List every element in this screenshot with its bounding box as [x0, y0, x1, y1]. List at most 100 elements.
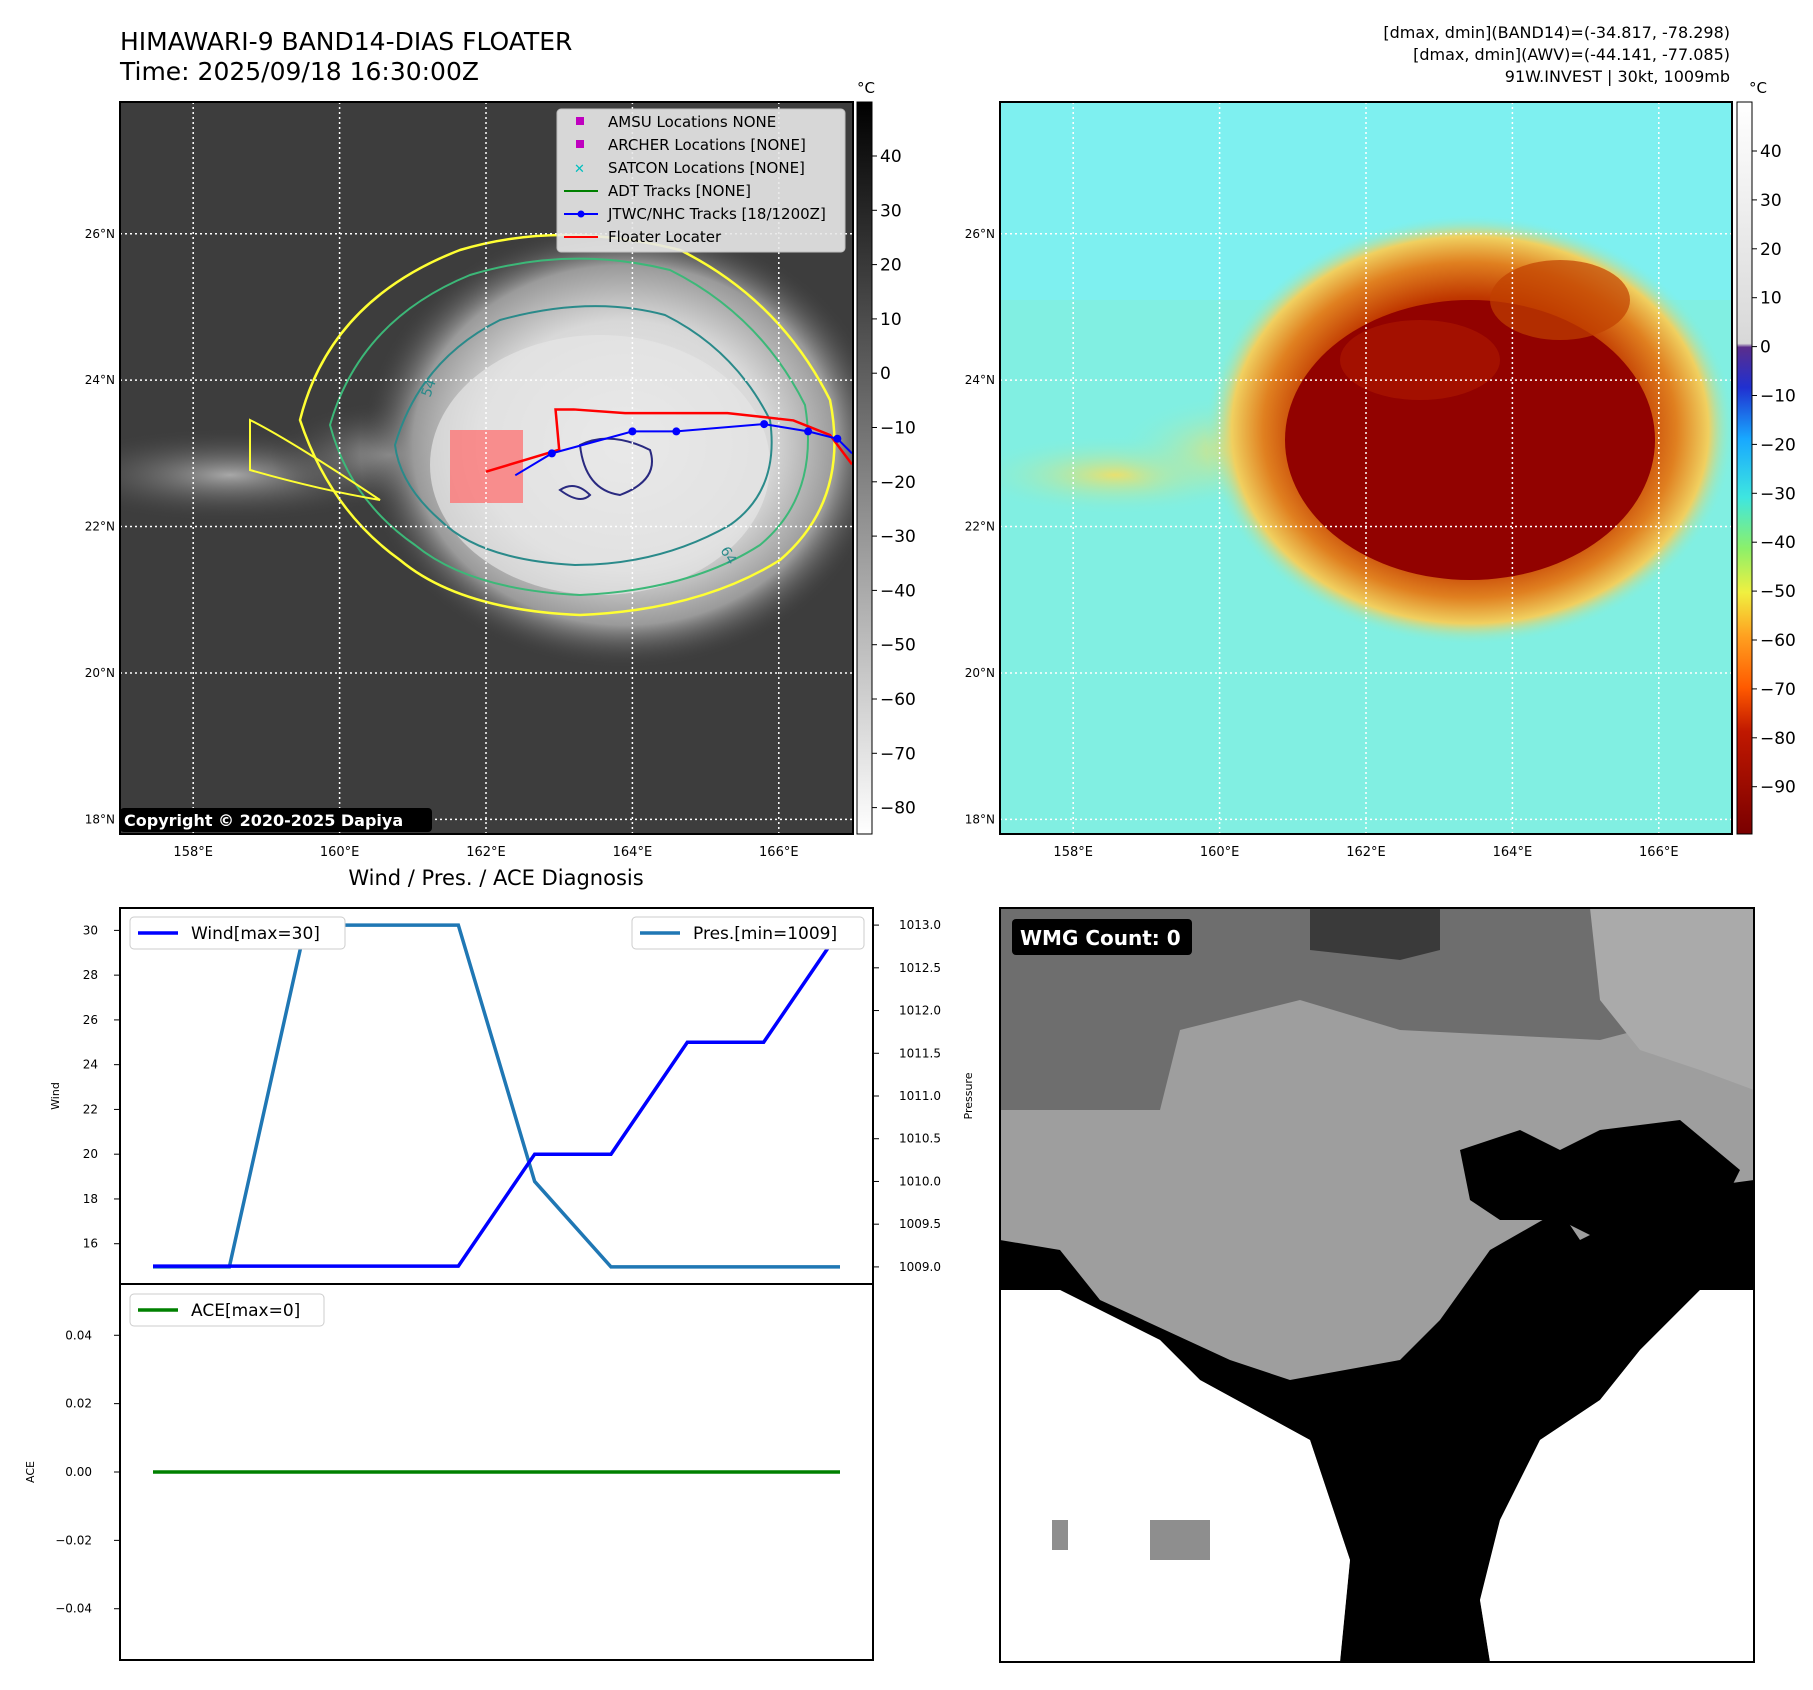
jtwc-track-point	[672, 427, 681, 436]
pressure-tick-label: 1009.5	[899, 1217, 941, 1231]
pressure-tick-label: 1010.0	[899, 1174, 941, 1188]
ace-legend: ACE[max=0]	[129, 1293, 325, 1327]
lat-tick-label: 18°N	[85, 812, 115, 826]
jtwc-track-point	[804, 427, 813, 436]
pressure-tick-label: 1012.5	[899, 961, 941, 975]
wind-tick-label: 16	[83, 1237, 98, 1251]
lon-tick-label: 162°E	[466, 845, 506, 860]
colorbar-tick-label: −50	[1760, 582, 1796, 602]
lon-tick-label: 158°E	[1053, 845, 1093, 860]
legend-archer: ARCHER Locations [NONE]	[608, 136, 806, 154]
lat-tick-label: 26°N	[965, 227, 995, 241]
floater-locater-track	[485, 408, 853, 473]
wind-series-line	[153, 929, 842, 1268]
pressure-tick-label: 1012.0	[899, 1004, 941, 1018]
lon-tick-label: 160°E	[320, 845, 360, 860]
lon-tick-label: 162°E	[1346, 845, 1386, 860]
pressure-legend: Pres.[min=1009]	[631, 916, 865, 950]
wmg-map: WMG Count: 0	[999, 907, 1755, 1663]
colorbar-unit: °C	[1749, 79, 1767, 97]
colorbar-tick-label: −50	[880, 636, 916, 656]
pressure-tick-label: 1011.0	[899, 1089, 941, 1103]
colorbar-tick-label: 10	[880, 310, 902, 330]
colorbar-tick-label: 30	[1760, 191, 1782, 211]
wind-tick-label: 18	[83, 1192, 98, 1206]
colorbar-tick-label: −90	[1760, 778, 1796, 798]
lon-tick-label: 164°E	[613, 845, 653, 860]
wind-tick-label: 26	[83, 1013, 98, 1027]
contour-label: 54	[419, 377, 440, 399]
wind-tick-label: 24	[83, 1058, 98, 1072]
legend-jtwc: JTWC/NHC Tracks [18/1200Z]	[607, 205, 826, 223]
figure-title: HIMAWARI-9 BAND14-DIAS FLOATER	[120, 27, 572, 56]
wind-axis-label: Wind	[49, 1082, 62, 1110]
colorbar-tick-label: 0	[880, 364, 891, 384]
colorbar-tick-label: −70	[880, 744, 916, 764]
pressure-axis-label: Pressure	[962, 1072, 975, 1119]
colorbar-tick-label: −80	[880, 799, 916, 819]
colorbar-tick-label: 40	[880, 147, 902, 167]
lat-tick-label: 22°N	[85, 520, 115, 534]
legend-satcon: SATCON Locations [NONE]	[608, 159, 805, 177]
ace-tick-label: 0.00	[65, 1465, 92, 1479]
ace-tick-label: 0.04	[65, 1328, 92, 1342]
map-axis-ticks: 158°E 160°E 162°E 164°E 166°E 26°N 24°N 22°N 20°…	[85, 227, 799, 860]
colorbar-tick-label: 40	[1760, 142, 1782, 162]
pressure-tick-label: 1013.0	[899, 918, 941, 932]
lat-tick-label: 20°N	[965, 666, 995, 680]
colorbar-tick-label: −30	[1760, 484, 1796, 504]
lon-tick-label: 160°E	[1200, 845, 1240, 860]
legend-floater: Floater Locater	[608, 228, 722, 246]
wind-tick-label: 22	[83, 1102, 98, 1116]
bw-colorbar: °C 40 30 20 10 0 −10 −20 −30 −40 −50 −60 −70 −80	[856, 79, 916, 835]
lat-tick-label: 26°N	[85, 227, 115, 241]
ace-chart: 0.04 0.02 0.00 −0.02 −0.04 ACE ACE[max=0]	[24, 1283, 874, 1661]
pressure-legend-label: Pres.[min=1009]	[693, 924, 837, 944]
jtwc-track-point	[833, 434, 842, 443]
colorbar-tick-label: −60	[1760, 631, 1796, 651]
color-colorbar: °C 40 30 20 10 0 −10 −20 −30 −40 −50 −60 −70 −80 −90	[1736, 79, 1796, 835]
lat-tick-label: 22°N	[965, 520, 995, 534]
lat-tick-label: 18°N	[965, 812, 995, 826]
ace-tick-label: 0.02	[65, 1397, 92, 1411]
wind-tick-label: 28	[83, 968, 98, 982]
color-satellite-map: 158°E 160°E 162°E 164°E 166°E 26°N 24°N 22°N 20°…	[965, 101, 1733, 860]
colorbar-tick-label: −70	[1760, 680, 1796, 700]
lat-tick-label: 20°N	[85, 666, 115, 680]
ace-tick-label: −0.02	[55, 1533, 92, 1547]
legend-adt: ADT Tracks [NONE]	[608, 182, 751, 200]
wind-pressure-chart: 16 18 20 22 24 26 28 30 1009.0 1009.5 1010.0 1010.…	[49, 907, 975, 1285]
colorbar-tick-label: −10	[880, 419, 916, 439]
lat-tick-label: 24°N	[965, 373, 995, 387]
colorbar-tick-label: −20	[1760, 435, 1796, 455]
lon-tick-label: 166°E	[759, 845, 799, 860]
map-axis-ticks: 158°E 160°E 162°E 164°E 166°E 26°N 24°N 22°N 20°…	[965, 227, 1679, 860]
archer-marker-icon	[576, 140, 584, 148]
awv-range: [dmax, dmin](AWV)=(-44.141, -77.085)	[1413, 45, 1730, 64]
contour-label: 64	[717, 544, 740, 568]
jtwc-track-point	[760, 420, 769, 429]
jtwc-track-point	[628, 427, 637, 436]
lon-tick-label: 164°E	[1493, 845, 1533, 860]
colorbar-tick-label: 20	[1760, 240, 1782, 260]
colorbar-tick-label: −40	[1760, 533, 1796, 553]
pressure-tick-label: 1010.5	[899, 1132, 941, 1146]
colorbar-tick-label: −80	[1760, 729, 1796, 749]
colorbar-tick-label: −30	[880, 527, 916, 547]
wind-legend-label: Wind[max=30]	[191, 924, 320, 944]
colorbar-tick-label: 30	[880, 201, 902, 221]
jtwc-track-point	[547, 449, 556, 458]
colorbar-tick-label: 10	[1760, 289, 1782, 309]
legend-amsu: AMSU Locations NONE	[608, 113, 776, 131]
amsu-marker-icon	[576, 117, 584, 125]
pressure-series-line	[153, 923, 840, 1269]
wind-tick-label: 20	[83, 1147, 98, 1161]
map-legend: AMSU Locations NONE ARCHER Locations [NO…	[556, 108, 846, 253]
lon-tick-label: 166°E	[1639, 845, 1679, 860]
colorbar-tick-label: −20	[880, 473, 916, 493]
colorbar-tick-label: −40	[880, 581, 916, 601]
storm-info: 91W.INVEST | 30kt, 1009mb	[1505, 67, 1730, 86]
lon-tick-label: 158°E	[173, 845, 213, 860]
jtwc-track	[514, 423, 853, 477]
